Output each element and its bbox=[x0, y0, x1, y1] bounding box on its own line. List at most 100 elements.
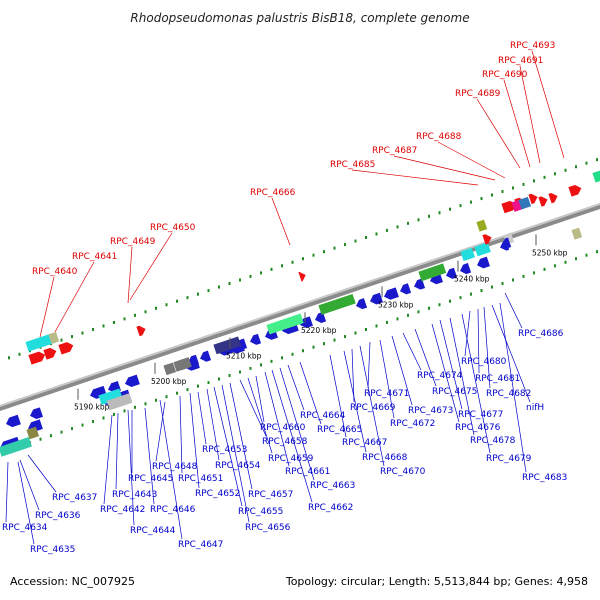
rna-feature[interactable] bbox=[25, 333, 56, 352]
tick-mark bbox=[144, 402, 147, 406]
misc-feature[interactable] bbox=[476, 219, 488, 232]
forward-gene[interactable] bbox=[58, 341, 74, 355]
reverse-gene[interactable] bbox=[123, 374, 140, 389]
reverse-gene-label: RPC_4651 bbox=[178, 474, 223, 484]
rna-feature[interactable] bbox=[98, 388, 123, 406]
reverse-gene-label: RPC_4636 bbox=[35, 511, 81, 521]
forward-gene[interactable] bbox=[482, 233, 493, 245]
reverse-gene-label: RPC_4683 bbox=[522, 473, 567, 483]
reverse-gene-label: RPC_4652 bbox=[195, 489, 240, 499]
tick-mark bbox=[186, 296, 189, 300]
tick-mark bbox=[71, 427, 73, 431]
label-leader bbox=[359, 345, 385, 467]
tick-mark bbox=[543, 267, 546, 271]
label-leader bbox=[229, 382, 253, 490]
tick-mark bbox=[501, 281, 504, 285]
forward-gene[interactable] bbox=[136, 324, 147, 337]
misc-feature[interactable] bbox=[106, 393, 133, 411]
tick-mark bbox=[71, 335, 73, 339]
reverse-gene[interactable] bbox=[475, 256, 490, 270]
tick-mark bbox=[533, 271, 535, 275]
tick-mark bbox=[186, 388, 189, 392]
reverse-gene[interactable] bbox=[4, 414, 21, 429]
label-leader bbox=[264, 371, 290, 467]
tick-mark bbox=[533, 179, 535, 183]
forward-gene-label: RPC_4640 bbox=[32, 267, 78, 277]
label-leader bbox=[206, 388, 220, 461]
reverse-gene[interactable] bbox=[198, 350, 212, 364]
tick-mark bbox=[323, 250, 325, 254]
reverse-gene[interactable] bbox=[500, 237, 512, 250]
reverse-gene-label: RPC_4662 bbox=[308, 503, 353, 513]
label-leader bbox=[239, 379, 267, 437]
tick-mark bbox=[554, 172, 556, 176]
misc-feature[interactable] bbox=[26, 426, 40, 440]
tick-mark bbox=[512, 278, 514, 282]
reverse-gene-label: RPC_4642 bbox=[100, 505, 145, 515]
label-leader bbox=[477, 308, 480, 374]
tick-mark bbox=[249, 274, 252, 278]
label-leader bbox=[379, 339, 395, 419]
misc-feature[interactable] bbox=[592, 169, 600, 183]
tick-mark bbox=[480, 289, 483, 293]
label-leader bbox=[402, 332, 422, 371]
label-leader bbox=[159, 399, 183, 540]
rna-feature[interactable] bbox=[0, 437, 32, 457]
reverse-gene[interactable] bbox=[412, 278, 426, 292]
rna-feature[interactable] bbox=[474, 242, 491, 257]
forward-gene-label: RPC_4685 bbox=[330, 160, 375, 170]
kbp-tick-label: 5240 kbp bbox=[454, 275, 490, 284]
tick-mark bbox=[480, 197, 483, 201]
tick-mark bbox=[344, 335, 346, 339]
label-leader bbox=[54, 261, 95, 333]
tick-mark bbox=[302, 349, 304, 353]
reverse-gene-label: RPC_4676 bbox=[455, 423, 501, 433]
forward-gene[interactable] bbox=[298, 270, 307, 282]
misc-feature[interactable] bbox=[48, 331, 60, 344]
forward-gene[interactable] bbox=[28, 350, 46, 365]
tick-mark bbox=[155, 398, 157, 402]
forward-gene[interactable] bbox=[568, 183, 583, 197]
reverse-gene-label: RPC_4670 bbox=[380, 467, 426, 477]
label-leader bbox=[491, 304, 531, 403]
genome-backbone-highlight bbox=[0, 203, 600, 407]
reverse-gene[interactable] bbox=[444, 267, 458, 281]
reverse-gene[interactable] bbox=[368, 292, 383, 306]
kbp-tick-label: 5200 kbp bbox=[151, 377, 187, 386]
label-leader bbox=[351, 348, 355, 403]
rna-feature[interactable] bbox=[418, 263, 447, 282]
tick-mark bbox=[449, 299, 451, 303]
tick-mark bbox=[407, 221, 409, 225]
tick-mark bbox=[438, 211, 441, 215]
reverse-gene[interactable] bbox=[354, 298, 368, 311]
label-leader bbox=[19, 459, 40, 511]
rna-feature[interactable] bbox=[318, 293, 356, 315]
forward-gene[interactable] bbox=[548, 191, 559, 204]
forward-gene[interactable] bbox=[43, 346, 58, 360]
tick-mark bbox=[239, 370, 241, 374]
reverse-gene[interactable] bbox=[398, 283, 412, 296]
forward-gene[interactable] bbox=[528, 192, 539, 205]
misc-feature[interactable] bbox=[571, 227, 583, 240]
rna-feature[interactable] bbox=[266, 313, 304, 335]
tick-mark bbox=[92, 327, 94, 331]
reverse-gene[interactable] bbox=[28, 407, 43, 420]
reverse-gene[interactable] bbox=[248, 333, 262, 347]
reverse-gene[interactable] bbox=[313, 311, 327, 325]
reverse-gene[interactable] bbox=[382, 287, 399, 301]
label-leader bbox=[279, 367, 315, 481]
misc-feature[interactable] bbox=[173, 357, 192, 372]
tick-mark bbox=[564, 260, 567, 264]
reverse-gene[interactable] bbox=[458, 263, 472, 276]
tick-mark bbox=[8, 356, 10, 360]
reverse-gene[interactable] bbox=[298, 316, 313, 329]
accession-text: Accession: NC_007925 bbox=[10, 575, 135, 588]
tick-mark bbox=[39, 437, 42, 441]
rna-feature[interactable] bbox=[460, 247, 475, 262]
misc-feature[interactable] bbox=[163, 362, 177, 376]
forward-gene[interactable] bbox=[538, 195, 549, 207]
reverse-gene-label: RPC_4664 bbox=[300, 411, 346, 421]
misc-feature[interactable] bbox=[213, 336, 242, 355]
forward-gene-label: RPC_4650 bbox=[150, 223, 196, 233]
misc-feature[interactable] bbox=[518, 196, 532, 210]
